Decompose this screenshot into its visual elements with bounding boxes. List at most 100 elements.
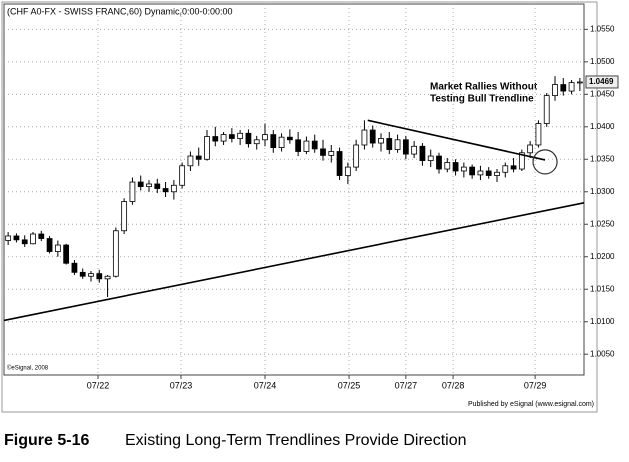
candle-body xyxy=(237,132,244,139)
candle-body xyxy=(303,140,310,152)
y-tick-label: 1.0450 xyxy=(590,89,615,98)
y-tick-label: 1.0150 xyxy=(590,284,615,293)
candle-body xyxy=(30,233,36,245)
candle-body xyxy=(21,239,28,245)
candle-body xyxy=(469,166,476,176)
annotation: Market Rallies Without xyxy=(430,82,538,93)
candle-body xyxy=(220,134,227,142)
candle-body xyxy=(253,139,260,145)
source-note: ©eSignal, 2008 xyxy=(7,365,49,372)
x-tick-label: 07/27 xyxy=(395,380,418,390)
candle-body xyxy=(162,188,169,193)
y-tick-label: 1.0050 xyxy=(590,349,615,358)
x-tick-label: 07/28 xyxy=(442,380,465,390)
candle-body xyxy=(436,155,442,170)
y-tick-label: 1.0200 xyxy=(590,252,615,261)
candle-body xyxy=(270,134,277,148)
y-tick-label: 1.0550 xyxy=(590,24,615,33)
candle-body xyxy=(204,136,210,160)
candle-body xyxy=(576,81,583,84)
last-price-box xyxy=(585,75,619,89)
y-tick-label: 1.0500 xyxy=(590,57,615,66)
candle-body xyxy=(378,138,384,144)
candle-body xyxy=(245,132,252,145)
caption-text: Existing Long-Term Trendlines Provide Di… xyxy=(125,432,466,449)
candle-body xyxy=(71,262,78,273)
candle-body xyxy=(419,145,426,161)
candle-body xyxy=(195,155,202,160)
candle-body xyxy=(518,152,525,170)
candle-body xyxy=(63,244,70,264)
last-price-label: 1.0469 xyxy=(589,77,614,86)
candle-body xyxy=(361,129,368,146)
chart-frame xyxy=(1,1,598,413)
candle-body xyxy=(427,155,434,161)
publisher: Published by eSignal (www.esignal.com) xyxy=(468,401,594,408)
candle-body xyxy=(13,235,20,241)
candle-body xyxy=(187,155,194,167)
y-tick-label: 1.0100 xyxy=(590,317,615,326)
candle-body xyxy=(527,144,534,154)
x-tick-label: 07/22 xyxy=(87,380,110,390)
caption-number: Figure 5-16 xyxy=(4,432,89,449)
candle-body xyxy=(179,165,186,186)
candle-body xyxy=(104,275,111,280)
y-tick-label: 1.0400 xyxy=(590,122,615,131)
annotation: Testing Bull Trendline xyxy=(430,94,534,105)
candle-body xyxy=(444,162,451,170)
x-tick-label: 07/29 xyxy=(524,380,547,390)
candle-body xyxy=(477,170,484,176)
candle-body xyxy=(46,238,53,252)
candle-body xyxy=(170,184,177,193)
candle-body xyxy=(79,271,86,277)
candle-body xyxy=(502,165,509,173)
candle-body xyxy=(386,138,393,150)
candle-body xyxy=(54,244,61,252)
candle-body xyxy=(137,181,144,187)
candle-body xyxy=(286,136,293,141)
candle-body xyxy=(154,183,161,189)
candle-body xyxy=(485,170,492,176)
candle-body xyxy=(129,181,136,202)
x-tick-label: 07/24 xyxy=(254,380,277,390)
candle-body xyxy=(112,230,119,277)
candle-body xyxy=(394,139,401,150)
candle-body xyxy=(228,134,235,139)
chart-title: (CHF A0-FX - SWISS FRANC,60) Dynamic,0:0… xyxy=(7,6,233,16)
candle-body xyxy=(96,273,103,280)
candle-body xyxy=(212,136,219,142)
candle-body xyxy=(262,134,268,141)
trendline xyxy=(367,119,546,161)
candle-body xyxy=(146,183,152,187)
highlight-circle xyxy=(532,149,558,175)
candle-body xyxy=(353,144,360,168)
plot-frame xyxy=(3,3,585,376)
x-tick-label: 07/25 xyxy=(338,380,361,390)
candle-body xyxy=(311,140,318,150)
trendline xyxy=(3,202,585,322)
candle-body xyxy=(543,95,550,124)
candle-body xyxy=(552,84,558,97)
candle-body xyxy=(560,84,567,92)
candle-body xyxy=(369,129,376,144)
candle-body xyxy=(535,123,542,146)
candle-body xyxy=(452,162,459,172)
candle-body xyxy=(568,82,575,92)
candle-body xyxy=(336,151,343,176)
x-tick-label: 07/23 xyxy=(170,380,193,390)
candle-body xyxy=(121,201,128,232)
candle-body xyxy=(344,166,351,176)
candle-body xyxy=(5,235,12,241)
candle-body xyxy=(411,145,418,155)
candle-body xyxy=(494,171,500,176)
y-tick-label: 1.0300 xyxy=(590,187,615,196)
candle-body xyxy=(328,151,335,156)
candle-body xyxy=(320,148,326,156)
candle-body xyxy=(295,139,302,152)
y-tick-label: 1.0350 xyxy=(590,154,615,163)
candle-body xyxy=(510,165,517,170)
y-tick-label: 1.0250 xyxy=(590,219,615,228)
candle-body xyxy=(38,233,45,239)
